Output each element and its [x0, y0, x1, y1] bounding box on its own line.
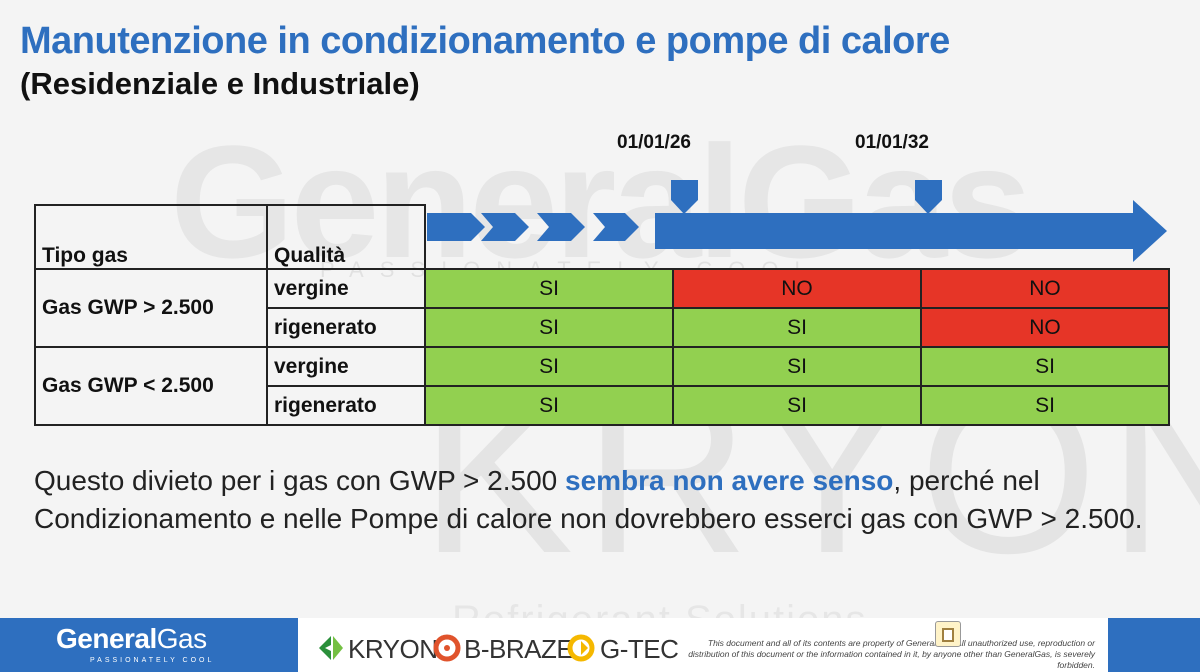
table-cell: SI	[424, 268, 674, 309]
row-qualita: vergine	[266, 346, 426, 387]
clipboard-icon[interactable]	[935, 621, 961, 647]
row-qualita: rigenerato	[266, 307, 426, 348]
row-tipo-gwp-high: Gas GWP > 2.500	[34, 268, 268, 348]
table-row: Gas GWP > 2.500 vergine SI NO NO	[34, 268, 1170, 348]
row-tipo-gwp-low: Gas GWP < 2.500	[34, 346, 268, 426]
row-qualita: vergine	[266, 268, 426, 309]
table-row: rigenerato SI SI NO	[35, 307, 1170, 348]
body-paragraph: Questo divieto per i gas con GWP > 2.500…	[34, 462, 1164, 538]
table-cell: SI	[920, 385, 1170, 426]
header-qualita: Qualità	[266, 204, 426, 270]
table-cell: SI	[424, 307, 674, 348]
table-cell: SI	[920, 346, 1170, 387]
header-blank	[424, 205, 1169, 270]
header-tipo-gas: Tipo gas	[34, 204, 268, 270]
footer-logo-bold: General	[56, 623, 157, 654]
timeline-date-1: 01/01/26	[617, 132, 691, 153]
table-cell: SI	[672, 346, 922, 387]
paragraph-text-after: , perché nel Condizionamento e nelle Pom…	[34, 465, 1143, 534]
gtec-logo-icon	[567, 634, 595, 662]
row-qualita: rigenerato	[266, 385, 426, 426]
table-row: rigenerato SI SI SI	[35, 385, 1170, 426]
footer-logo-tagline: PASSIONATELY COOL	[90, 657, 215, 664]
page-title: Manutenzione in condizionamento e pompe …	[20, 20, 950, 62]
footer-logo-thin: Gas	[156, 623, 207, 654]
timeline-date-2: 01/01/32	[855, 132, 929, 153]
kryon-logo-icon	[319, 636, 343, 660]
bbraze-logo-icon	[433, 634, 461, 662]
paragraph-text-before: Questo divieto per i gas con GWP > 2.500	[34, 465, 566, 496]
table-cell: NO	[672, 268, 922, 309]
table-cell: NO	[920, 307, 1170, 348]
brand-gtec: G-TEC	[600, 634, 679, 664]
footer-brands-panel	[298, 618, 1108, 672]
brand-kryon: KRYON	[348, 634, 438, 664]
footer-logo: GeneralGas	[56, 623, 207, 655]
table-row: Gas GWP < 2.500 vergine SI SI SI	[34, 346, 1170, 426]
table-cell: SI	[672, 307, 922, 348]
table-cell: SI	[424, 346, 674, 387]
legal-notice: This document and all of its contents ar…	[688, 638, 1095, 670]
table-cell: SI	[672, 385, 922, 426]
table-cell: SI	[424, 385, 674, 426]
paragraph-highlight: sembra non avere senso	[565, 465, 894, 496]
gas-table: Tipo gas Qualità Gas GWP > 2.500 vergine…	[34, 204, 1170, 426]
table-cell: NO	[920, 268, 1170, 309]
brand-bbraze: B-BRAZE	[464, 634, 574, 664]
page-subtitle: (Residenziale e Industriale)	[20, 66, 420, 101]
